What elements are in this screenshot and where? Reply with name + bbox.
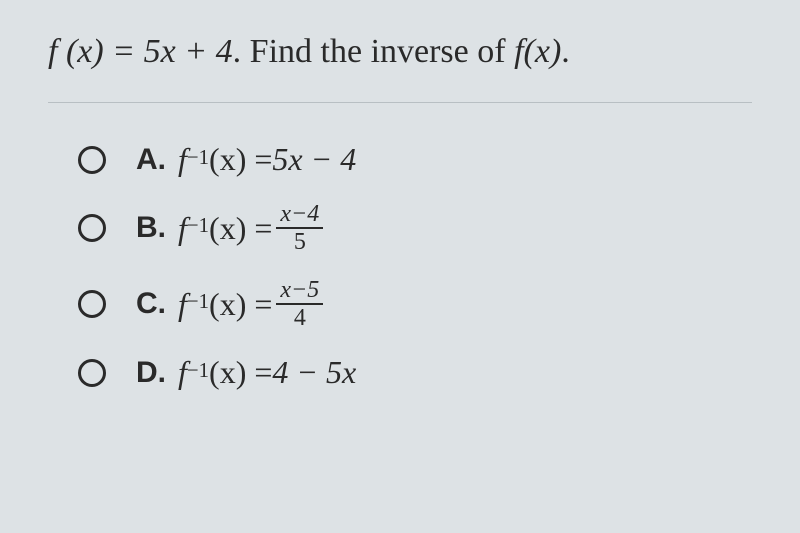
option-d-sup: −1 <box>187 359 209 383</box>
option-a-letter: A. <box>136 143 166 177</box>
option-a-sup: −1 <box>187 146 209 170</box>
option-b[interactable]: B. f−1 (x) = x−4 5 <box>48 202 752 254</box>
option-a-rhs: 5x − 4 <box>272 141 356 178</box>
option-c-letter: C. <box>136 287 166 321</box>
option-c[interactable]: C. f−1 (x) = x−5 4 <box>48 278 752 330</box>
option-d[interactable]: D. f−1 (x) = 4 − 5x <box>48 354 752 391</box>
question-period: . <box>561 33 570 70</box>
option-c-paren: (x) = <box>209 286 272 323</box>
radio-b[interactable] <box>78 214 106 242</box>
option-d-paren: (x) = <box>209 354 272 391</box>
option-b-sup: −1 <box>187 214 209 238</box>
option-a-paren: (x) = <box>209 141 272 178</box>
option-d-math: f−1 (x) = 4 − 5x <box>178 354 356 391</box>
option-c-math: f−1 (x) = x−5 4 <box>178 278 327 330</box>
option-b-frac: x−4 5 <box>276 202 323 254</box>
option-d-letter: D. <box>136 356 166 390</box>
option-a-math: f−1 (x) = 5x − 4 <box>178 141 356 178</box>
option-c-num: x−5 <box>276 278 323 305</box>
question-prompt: . Find the inverse of <box>233 33 514 70</box>
option-b-paren: (x) = <box>209 210 272 247</box>
option-d-f: f <box>178 354 187 391</box>
option-b-num: x−4 <box>276 202 323 229</box>
option-d-rhs: 4 − 5x <box>272 354 356 391</box>
question-func-ref: f(x) <box>514 33 561 70</box>
divider <box>48 102 752 103</box>
option-a-f: f <box>178 141 187 178</box>
radio-a[interactable] <box>78 146 106 174</box>
radio-c[interactable] <box>78 290 106 318</box>
option-b-letter: B. <box>136 211 166 245</box>
option-b-den: 5 <box>294 229 306 254</box>
question-function: f (x) = 5x + 4 <box>48 33 233 70</box>
option-c-f: f <box>178 286 187 323</box>
option-b-f: f <box>178 210 187 247</box>
option-c-frac: x−5 4 <box>276 278 323 330</box>
option-b-math: f−1 (x) = x−4 5 <box>178 202 327 254</box>
radio-d[interactable] <box>78 359 106 387</box>
option-c-den: 4 <box>294 305 306 330</box>
option-c-sup: −1 <box>187 290 209 314</box>
option-a[interactable]: A. f−1 (x) = 5x − 4 <box>48 141 752 178</box>
question-text: f (x) = 5x + 4. Find the inverse of f(x)… <box>48 30 752 74</box>
